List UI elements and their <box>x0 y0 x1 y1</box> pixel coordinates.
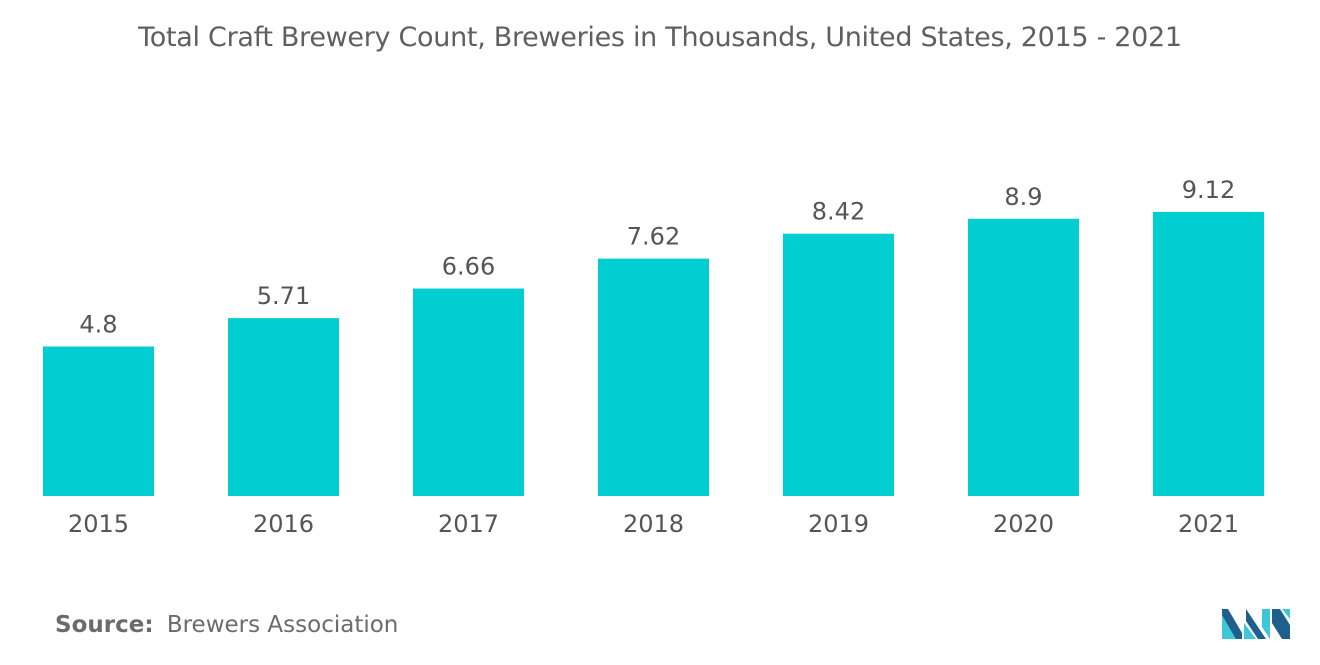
data-label-2016: 5.71 <box>257 282 310 310</box>
bar-2019 <box>783 233 894 497</box>
x-tick-label-2015: 2015 <box>68 510 129 538</box>
bar-2016 <box>228 318 339 496</box>
bar-2020 <box>968 218 1079 496</box>
source-note: Source: Brewers Association <box>55 612 398 638</box>
source-text: Brewers Association <box>166 612 399 638</box>
data-label-2018: 7.62 <box>627 223 680 251</box>
chart-title: Total Craft Brewery Count, Breweries in … <box>138 22 1182 53</box>
data-label-2020: 8.9 <box>1004 183 1042 211</box>
bar-2018 <box>598 258 709 496</box>
x-tick-label-2021: 2021 <box>1178 510 1239 538</box>
bar-2021 <box>1153 211 1264 497</box>
x-tick-label-2018: 2018 <box>623 510 684 538</box>
data-label-2019: 8.42 <box>812 198 865 226</box>
bar-2015 <box>43 346 154 496</box>
x-tick-label-2016: 2016 <box>253 510 314 538</box>
data-label-2017: 6.66 <box>442 253 495 281</box>
x-tick-label-2019: 2019 <box>808 510 869 538</box>
mordor-intelligence-logo-icon <box>1222 609 1290 639</box>
x-tick-label-2020: 2020 <box>993 510 1054 538</box>
bar-2017 <box>413 288 524 496</box>
data-label-2021: 9.12 <box>1182 176 1235 204</box>
source-label: Source: <box>55 612 154 638</box>
bar-chart: 4.8 2015 5.71 2016 6.66 2017 7.62 2018 8.42 2019 8… <box>43 176 1264 538</box>
data-label-2015: 4.8 <box>79 310 117 338</box>
x-tick-label-2017: 2017 <box>438 510 499 538</box>
